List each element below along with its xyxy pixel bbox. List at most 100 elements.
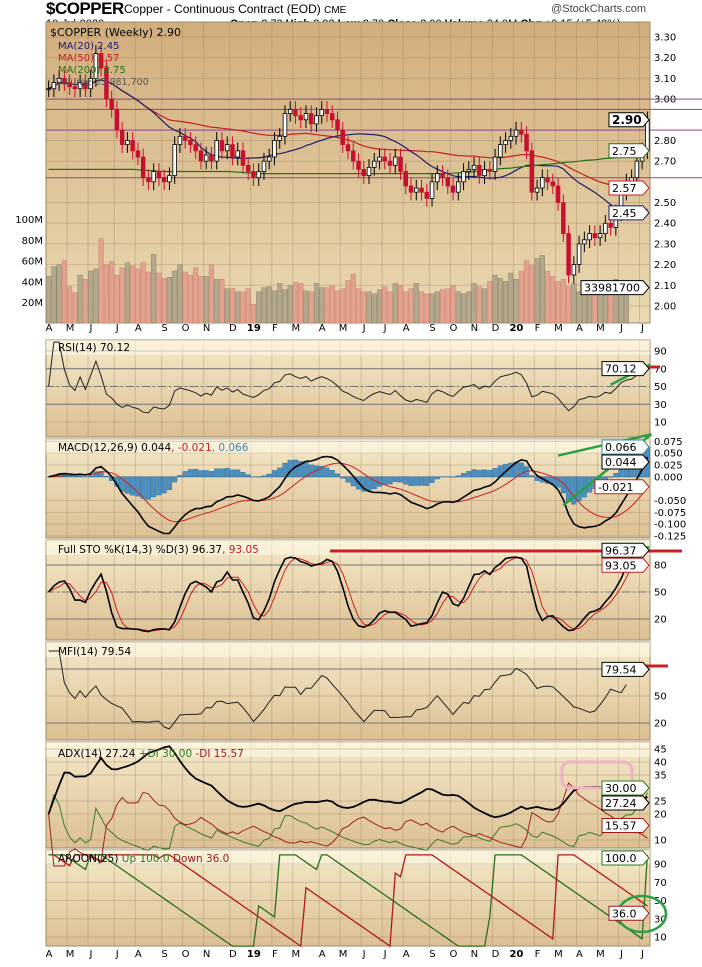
volume-bar <box>67 286 73 324</box>
volume-bar <box>366 291 372 324</box>
macd-axis-tick-label: 0.075 <box>654 437 683 448</box>
x-axis-label: J <box>115 949 119 960</box>
volume-bar <box>308 291 314 324</box>
adx-axis-tick-label: 20 <box>654 810 667 821</box>
rsi-axis-tick-label: 50 <box>654 382 667 393</box>
volume-bar <box>576 291 582 324</box>
candle-body <box>466 169 472 172</box>
price-axis-tick-label: 2.20 <box>654 260 676 271</box>
sto-axis-tick-label: 20 <box>654 615 667 626</box>
x-axis-label: A <box>319 949 326 960</box>
macd-histogram-bar <box>608 476 614 478</box>
volume-bar <box>198 275 204 324</box>
legend-macd: MACD(12,26,9) 0.044, -0.021, 0.066 <box>58 442 249 454</box>
price-axis-tick-label: 2.80 <box>654 136 676 147</box>
macd-tag <box>601 454 650 470</box>
macd-histogram-bar <box>235 469 241 478</box>
price-axis-tick-label: 2.70 <box>654 157 676 168</box>
volume-bar <box>513 279 519 324</box>
x-axis-label: M <box>66 949 75 960</box>
panel-label-bar <box>46 642 650 657</box>
value-tags: 2.90 2.75 2.57 2.45 33981700 70.12 0.066 0.044 -… <box>580 112 650 921</box>
candle-body <box>582 239 587 245</box>
volume-bar <box>566 286 572 324</box>
rsi-axis-tick-label: 90 <box>654 347 667 358</box>
candle-body <box>372 160 377 168</box>
volume-bar <box>571 283 577 324</box>
volume-bar <box>109 261 115 324</box>
candle-body <box>597 233 603 239</box>
x-axis-label: F <box>272 949 278 960</box>
candle-body <box>56 77 62 83</box>
candle-body <box>256 171 261 179</box>
aroon-down-tag <box>608 905 650 921</box>
volume-bar <box>292 282 299 324</box>
volume-bar <box>382 286 388 324</box>
x-axis-label: O <box>449 323 457 334</box>
volume-bar <box>492 274 498 324</box>
macd-histogram-bar <box>345 476 351 483</box>
macd-histogram-bar <box>219 468 225 478</box>
candle-body <box>293 109 298 117</box>
panel-aroon <box>45 849 651 947</box>
legend-adx-plus: +DI 30.00 <box>139 748 192 760</box>
x-axis-label: A <box>135 949 142 960</box>
macd-histogram-bar <box>429 476 435 483</box>
legend-sto: Full STO %K(14,3) %D(3) 96.37, 93.05 <box>58 544 259 556</box>
volume-bar <box>182 271 188 324</box>
adx-tag <box>601 795 650 811</box>
candle-body <box>419 187 424 193</box>
x-axis-label: S <box>429 949 435 960</box>
candle-body <box>356 160 361 170</box>
volume-bar <box>193 267 199 324</box>
volume-bar <box>350 273 356 324</box>
volume-bar <box>329 285 335 324</box>
volume-bar <box>397 285 404 324</box>
macd-histogram-bar <box>413 476 419 486</box>
volume-bar <box>208 264 215 324</box>
panel-label-bar <box>46 340 650 355</box>
volume-bar <box>392 283 398 324</box>
x-axis-label: 20 <box>509 949 523 960</box>
x-axis-label: M <box>292 323 301 334</box>
x-axis-label: O <box>182 323 190 334</box>
candle-body <box>345 144 351 152</box>
macd-histogram-bar <box>576 476 582 502</box>
candle-body <box>193 144 198 152</box>
macd-histogram-bar <box>166 476 172 490</box>
candle-body <box>398 156 403 172</box>
close-tag <box>608 112 650 128</box>
candle-body <box>524 133 529 152</box>
x-axis-label: M <box>596 323 605 334</box>
volume-bar <box>340 288 346 324</box>
volume-bar <box>214 279 220 324</box>
volume-bar <box>487 281 493 324</box>
volume-bar <box>361 291 367 324</box>
macd-histogram-bar <box>324 467 330 478</box>
volume-tag <box>580 280 650 296</box>
adx-axis-tick-label: 35 <box>654 771 667 782</box>
candle-body <box>571 264 577 276</box>
candle-body <box>435 173 440 183</box>
volume-bar <box>497 278 503 324</box>
candle-body <box>319 109 324 117</box>
candle-body <box>550 181 556 187</box>
volume-bar <box>245 288 251 324</box>
candle-body <box>508 135 514 141</box>
legend-ma200: MA(200) 2.75 <box>58 65 126 76</box>
volume-bar <box>334 290 341 324</box>
volume-bar <box>145 271 151 324</box>
x-axis-label: N <box>471 949 478 960</box>
candle-body <box>277 135 282 141</box>
x-axis-label: M <box>66 323 75 334</box>
aroon-up-tag <box>601 850 650 866</box>
candle-body <box>298 115 303 121</box>
volume-axis-tick-label: 80M <box>22 236 43 247</box>
candle-body <box>161 177 167 183</box>
volume-bar <box>523 260 530 324</box>
volume-bar <box>161 278 167 324</box>
minus-di-tag-value: 15.57 <box>605 820 637 833</box>
stockcharts-logo[interactable]: @StockCharts.com <box>551 3 646 15</box>
mfi-line <box>48 650 627 730</box>
adx-axis-tick-label: 10 <box>654 836 667 847</box>
